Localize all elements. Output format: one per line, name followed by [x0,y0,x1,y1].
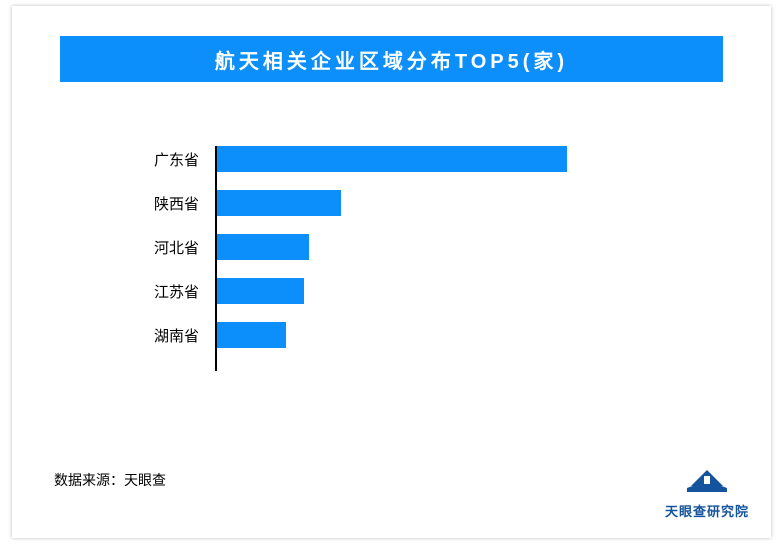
bar-chart: 广东省陕西省河北省江苏省湖南省 [132,146,692,396]
bar-row: 广东省 [132,146,692,172]
source-label: 数据来源： [54,472,124,488]
bar-row: 江苏省 [132,278,692,304]
watermark: 天眼查研究院 [665,462,749,520]
data-source: 数据来源：天眼查 [54,470,166,490]
watermark-text: 天眼查研究院 [665,501,749,520]
category-label: 陕西省 [132,193,207,214]
bar [217,146,567,172]
category-label: 湖南省 [132,325,207,346]
bar-row: 陕西省 [132,190,692,216]
category-label: 江苏省 [132,281,207,302]
title-bar: 航天相关企业区域分布TOP5(家) [60,36,723,82]
bar [217,278,304,304]
bar [217,234,309,260]
bar [217,322,286,348]
bar-row: 河北省 [132,234,692,260]
category-label: 河北省 [132,237,207,258]
bar-row: 湖南省 [132,322,692,348]
title-text: 航天相关企业区域分布TOP5(家) [215,45,568,74]
category-label: 广东省 [132,149,207,170]
source-value: 天眼查 [124,472,166,488]
card-container: 航天相关企业区域分布TOP5(家) 广东省陕西省河北省江苏省湖南省 数据来源：天… [12,6,771,538]
bar [217,190,341,216]
logo-icon [685,462,729,492]
